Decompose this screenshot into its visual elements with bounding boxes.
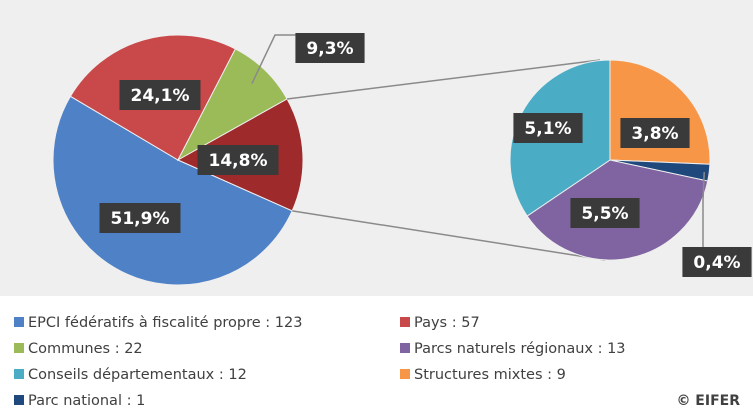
legend-label: EPCI fédératifs à fiscalité propre : 123 xyxy=(28,315,302,331)
data-label-box xyxy=(620,118,690,148)
connector-line xyxy=(286,59,601,100)
legend-swatch xyxy=(400,343,410,353)
leader-line xyxy=(251,34,300,84)
data-label: 14,8% xyxy=(209,151,268,171)
data-label: 9,3% xyxy=(306,39,353,59)
data-label: 5,5% xyxy=(581,204,628,224)
legend-label: Structures mixtes : 9 xyxy=(414,367,566,383)
data-label-box xyxy=(295,33,365,63)
legend-swatch xyxy=(14,343,24,353)
credit: © EIFER xyxy=(676,393,740,409)
data-label: 5,1% xyxy=(524,119,571,139)
pie-slice xyxy=(52,95,293,286)
data-label: 3,8% xyxy=(631,124,678,144)
data-label: 24,1% xyxy=(131,86,190,106)
connector-line xyxy=(292,210,606,261)
legend-swatch xyxy=(400,369,410,379)
data-label-box xyxy=(513,113,583,143)
legend-label: Parcs naturels régionaux : 13 xyxy=(414,341,626,357)
legend-swatch xyxy=(14,317,24,327)
legend-swatch xyxy=(14,395,24,405)
legend-swatch xyxy=(14,369,24,379)
data-label: 51,9% xyxy=(111,209,170,229)
leader-line xyxy=(702,172,705,248)
data-label-box xyxy=(570,198,640,228)
legend-label: Communes : 22 xyxy=(28,341,143,357)
data-label-box xyxy=(99,203,181,233)
legend-label: Pays : 57 xyxy=(414,315,480,331)
data-label-box xyxy=(119,80,201,110)
legend-label: Conseils départementaux : 12 xyxy=(28,367,247,383)
legend-label: Parc national : 1 xyxy=(28,393,145,409)
data-label: 0,4% xyxy=(693,253,740,273)
legend-swatch xyxy=(400,317,410,327)
data-label-box xyxy=(682,247,752,277)
data-label-box xyxy=(197,145,279,175)
